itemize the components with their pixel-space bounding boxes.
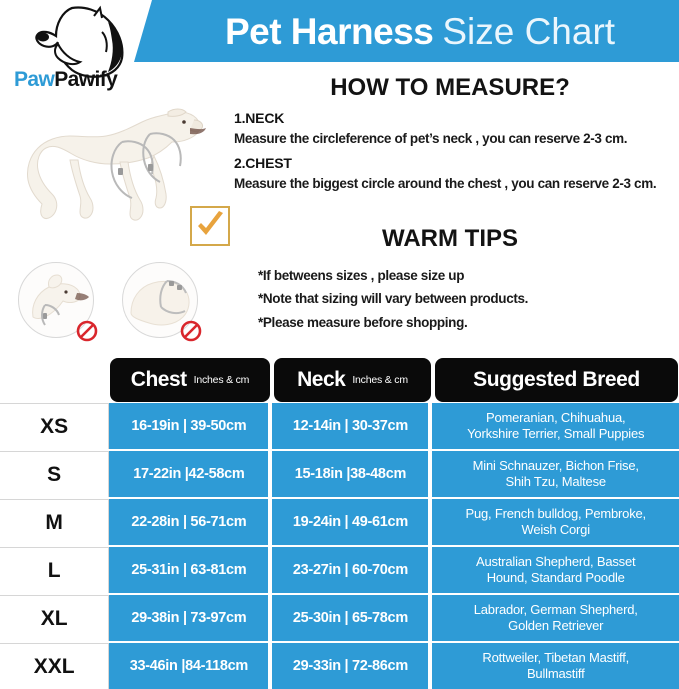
brand-name-part1: Paw: [14, 68, 55, 91]
tip-item: *Note that sizing will vary between prod…: [258, 291, 529, 307]
dog-with-measuring-tape-icon: [27, 108, 206, 221]
table-row: XS 16-19in | 39-50cm 12-14in | 30-37cm Pome…: [0, 403, 679, 449]
table-row: S 17-22in |42-58cm 15-18in |38-48cm Mini Sc…: [0, 451, 679, 497]
cell-neck: 19-24in | 49-61cm: [272, 499, 429, 545]
measure-step-text: Measure the circleference of pet’s neck …: [234, 131, 628, 146]
no-entry-icon: [180, 320, 202, 342]
warm-tips-title: WARM TIPS: [382, 225, 518, 252]
cell-size: L: [0, 547, 110, 593]
how-to-measure-title: HOW TO MEASURE?: [330, 74, 570, 101]
incorrect-example-1: [18, 262, 98, 342]
measure-step-heading: 1.NECK: [234, 110, 285, 126]
cell-breed: Pug, French bulldog, Pembroke, Weish Corg…: [432, 499, 679, 545]
cell-size: S: [0, 451, 110, 497]
dog-head-side-photo-icon: [32, 274, 89, 326]
header-breed-label: Suggested Breed: [473, 368, 640, 391]
cell-neck: 25-30in | 65-78cm: [272, 595, 429, 641]
cell-neck: 23-27in | 60-70cm: [272, 547, 429, 593]
dog-body-photo-icon: [130, 280, 190, 326]
header-chest: Chest Inches & cm: [110, 358, 270, 402]
no-entry-icon: [76, 320, 98, 342]
page-title-bold: Pet Harness: [224, 10, 434, 52]
cell-size: M: [0, 499, 110, 545]
cell-neck: 29-33in | 72-86cm: [272, 643, 429, 689]
cell-breed: Rottweiler, Tibetan Mastiff, Bullmastiff: [432, 643, 679, 689]
brand-name: PawPawify: [14, 69, 146, 90]
banner-background: [134, 0, 679, 62]
brand-name-part2: Pawify: [54, 68, 118, 91]
cell-chest: 33-46in |84-118cm: [109, 643, 269, 689]
header-chest-label: Chest: [130, 368, 187, 391]
incorrect-example-2: [122, 262, 202, 342]
cell-size: XS: [0, 403, 110, 449]
measure-step-heading: 2.CHEST: [234, 155, 292, 172]
cell-breed: Labrador, German Shepherd, Golden Retriev…: [432, 595, 679, 641]
cell-chest: 16-19in | 39-50cm: [109, 403, 269, 449]
check-mark-icon: [198, 211, 223, 235]
cell-chest: 29-38in | 73-97cm: [109, 595, 269, 641]
header-banner: Pet Harness Size Chart: [0, 0, 679, 62]
table-row: M 22-28in | 56-71cm 19-24in | 49-61cm Pug, …: [0, 499, 679, 545]
cell-chest: 17-22in |42-58cm: [109, 451, 269, 497]
table-row: L 25-31in | 63-81cm 23-27in | 60-70cm Austr…: [0, 547, 679, 593]
header-breed: Suggested Breed: [435, 358, 678, 402]
cell-chest: 22-28in | 56-71cm: [109, 499, 269, 545]
cell-chest: 25-31in | 63-81cm: [109, 547, 269, 593]
header-neck-units: Inches & cm: [352, 374, 408, 386]
dog-head-icon: [35, 5, 124, 78]
table-row: XXL 33-46in |84-118cm 29-33in | 72-86cm Rot…: [0, 643, 679, 689]
cell-neck: 12-14in | 30-37cm: [272, 403, 429, 449]
header-chest-units: Inches & cm: [193, 374, 250, 386]
size-chart-table: Chest Inches & cm Neck Inches & cm Sugge…: [0, 358, 679, 689]
header-neck: Neck Inches & cm: [274, 358, 431, 402]
page-title: Pet Harness Size Chart: [170, 0, 670, 62]
cell-size: XL: [0, 595, 110, 641]
cell-breed: Australian Shepherd, Basset Hound, Standa…: [432, 547, 679, 593]
header-neck-label: Neck: [297, 368, 346, 391]
warm-tips-list: *If betweens sizes , please size up *Not…: [258, 264, 678, 334]
tip-item: *Please measure before shopping.: [258, 314, 468, 330]
incorrect-examples: [10, 262, 220, 342]
cell-neck: 15-18in |38-48cm: [272, 451, 429, 497]
dog-measure-photo: [18, 98, 218, 226]
header-size-spacer: [0, 358, 110, 402]
cell-breed: Mini Schnauzer, Bichon Frise, Shih Tzu, M…: [432, 451, 679, 497]
measure-step-text: Measure the biggest circle around the ch…: [234, 176, 657, 192]
table-header-row: Chest Inches & cm Neck Inches & cm Sugge…: [0, 358, 679, 402]
cell-size: XXL: [0, 643, 110, 689]
how-to-measure-steps: 1.NECK Measure the circleference of pet’…: [234, 108, 674, 199]
brand-logo: PawPawify: [14, 4, 146, 92]
table-row: XL 29-38in | 73-97cm 25-30in | 65-78cm Labr…: [0, 595, 679, 641]
page-title-light: Size Chart: [442, 10, 616, 52]
cell-breed: Pomeranian, Chihuahua, Yorkshire Terrier,…: [432, 403, 679, 449]
tip-item: *If betweens sizes , please size up: [258, 268, 465, 283]
correct-method-indicator: [190, 206, 230, 246]
